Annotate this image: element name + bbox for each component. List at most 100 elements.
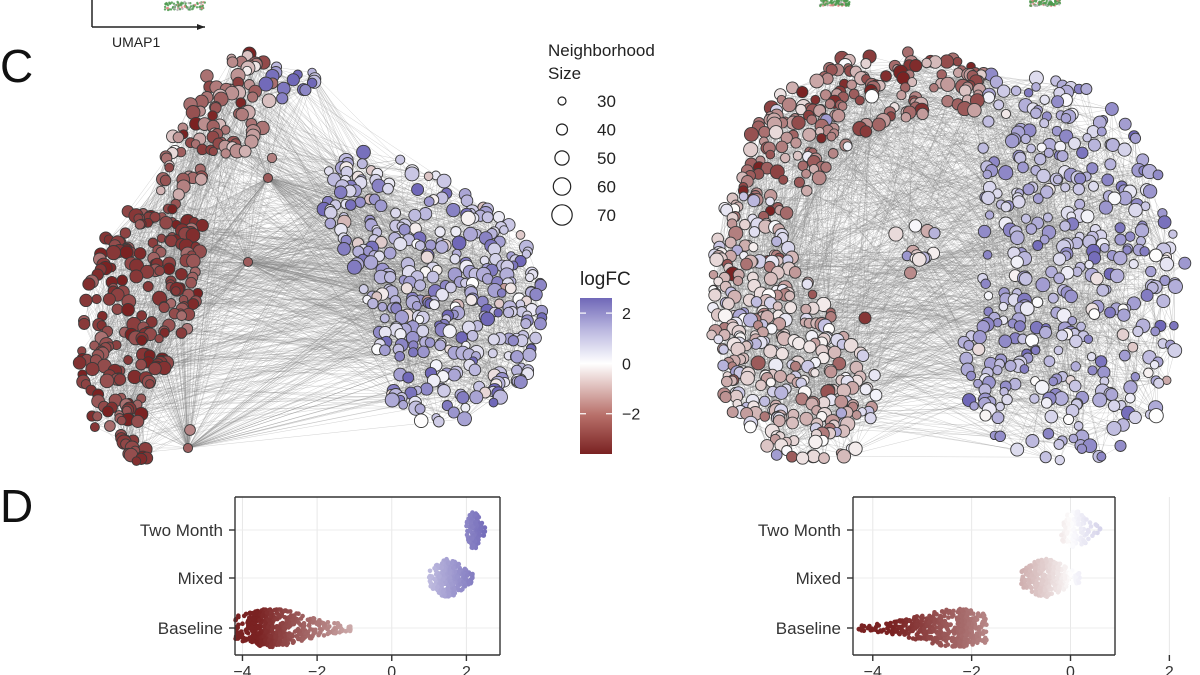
neighborhood-node xyxy=(740,370,755,386)
neighborhood-node xyxy=(958,84,972,97)
neighborhood-node xyxy=(993,318,1003,328)
graph-nodes-right xyxy=(706,46,1192,466)
neighborhood-node xyxy=(1106,420,1122,436)
beeswarm-point xyxy=(253,627,258,633)
beeswarm-point xyxy=(977,613,983,619)
neighborhood-node xyxy=(119,227,132,239)
beeswarm-right: Two Month Mixed Baseline −4 −2 0 2 xyxy=(758,496,1174,675)
beeswarm-point xyxy=(482,525,488,530)
beeswarm-point xyxy=(959,623,965,628)
y-tick-label: Baseline xyxy=(776,619,841,638)
neighborhood-node xyxy=(784,301,797,314)
neighborhood-node xyxy=(487,348,498,359)
beeswarm-point xyxy=(251,639,256,644)
cell-point xyxy=(201,4,204,8)
beeswarm-point xyxy=(892,619,897,625)
panel-label-c: C xyxy=(0,40,33,92)
neighborhood-node xyxy=(929,83,939,93)
cell-point xyxy=(183,0,186,4)
beeswarm-point xyxy=(975,640,980,646)
neighborhood-node xyxy=(969,401,979,411)
neighborhood-node xyxy=(1025,223,1038,235)
neighborhood-node xyxy=(1094,355,1108,368)
neighborhood-node xyxy=(1114,439,1127,452)
neighborhood-node xyxy=(1127,341,1139,353)
neighborhood-node xyxy=(171,286,181,296)
neighborhood-node xyxy=(148,361,162,376)
neighborhood-node xyxy=(750,296,763,308)
neighborhood-node xyxy=(395,154,406,165)
beeswarm-point xyxy=(446,586,451,591)
neighborhood-node xyxy=(1005,133,1020,149)
beeswarm-point xyxy=(306,622,312,628)
neighborhood-node xyxy=(356,158,368,170)
neighborhood-node xyxy=(1064,289,1078,304)
cell-point xyxy=(199,5,202,8)
neighborhood-node xyxy=(1019,301,1035,316)
neighborhood-node xyxy=(848,441,863,456)
neighborhood-node xyxy=(480,311,495,327)
neighborhood-node xyxy=(1114,222,1126,234)
beeswarm-point xyxy=(317,626,323,632)
cell-point xyxy=(840,0,843,4)
neighborhood-node xyxy=(1096,283,1110,297)
neighborhood-node xyxy=(1023,88,1034,98)
beeswarm-point xyxy=(1055,564,1061,570)
neighborhood-node xyxy=(72,356,87,370)
beeswarm-point xyxy=(247,635,253,640)
neighborhood-node xyxy=(1060,112,1072,124)
neighborhood-node xyxy=(868,369,881,382)
y-tick-label: Baseline xyxy=(158,619,223,638)
neighborhood-node xyxy=(99,373,115,389)
neighborhood-node xyxy=(801,185,813,197)
cell-point xyxy=(820,0,823,2)
neighborhood-node xyxy=(460,402,471,413)
cell-point xyxy=(179,4,183,7)
neighborhood-node xyxy=(235,107,249,122)
neighborhood-node xyxy=(1086,352,1097,362)
neighborhood-node xyxy=(869,388,883,402)
cell-point xyxy=(191,7,194,11)
neighborhood-node xyxy=(748,242,759,253)
cell-point xyxy=(1039,2,1043,6)
neighborhood-node xyxy=(811,170,827,186)
beeswarm-point xyxy=(240,621,245,626)
cell-point xyxy=(841,3,844,6)
beeswarm-point xyxy=(927,636,932,641)
neighborhood-node xyxy=(465,293,478,306)
beeswarm-point xyxy=(272,607,278,613)
neighborhood-node xyxy=(121,303,135,317)
neighborhood-node xyxy=(520,318,532,330)
neighborhood-node xyxy=(780,152,791,164)
neighborhood-node xyxy=(1087,365,1098,376)
cell-point xyxy=(1049,2,1052,6)
beeswarm-point xyxy=(979,638,985,643)
neighborhood-node xyxy=(722,297,735,311)
beeswarm-point xyxy=(865,625,871,631)
neighborhood-node xyxy=(921,57,932,69)
beeswarm-point xyxy=(289,632,295,637)
neighborhood-node xyxy=(983,291,994,301)
beeswarm-point xyxy=(333,630,338,636)
beeswarm-series xyxy=(1019,556,1082,599)
neighborhood-node xyxy=(796,85,809,99)
neighborhood-node xyxy=(774,385,789,400)
neighborhood-node xyxy=(1070,361,1081,372)
neighborhood-node xyxy=(846,79,857,90)
neighborhood-node xyxy=(1122,245,1132,255)
beeswarm-point xyxy=(273,634,279,640)
neighborhood-node xyxy=(1169,320,1179,331)
beeswarm-point xyxy=(948,622,953,628)
cell-point xyxy=(1029,4,1032,7)
neighborhood-node xyxy=(713,276,724,287)
neighborhood-node xyxy=(1098,200,1113,215)
neighborhood-node xyxy=(763,271,778,286)
cell-point xyxy=(833,0,836,3)
neighborhood-node xyxy=(85,361,100,377)
cell-point xyxy=(173,7,176,10)
cell-point xyxy=(1052,3,1056,7)
neighborhood-node xyxy=(1043,355,1056,368)
neighborhood-node xyxy=(408,208,422,222)
cell-point xyxy=(1042,2,1045,5)
beeswarm-point xyxy=(1055,590,1061,595)
